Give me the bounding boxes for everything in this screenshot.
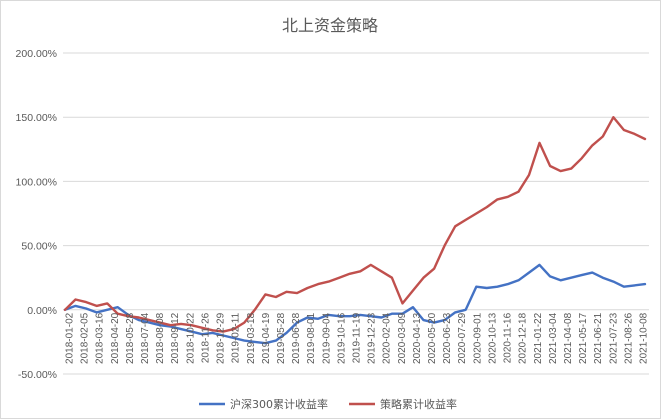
x-tick-label: 2019-06-28 bbox=[291, 312, 302, 364]
x-tick-label: 2020-12-18 bbox=[518, 312, 529, 364]
x-tick-label: 2021-06-21 bbox=[593, 312, 604, 364]
x-tick-labels: 2018-01-02 2018-02-05 2018-03-16 2018-04-20… bbox=[65, 312, 650, 364]
series-line-1 bbox=[63, 263, 647, 345]
x-tick-label: 2021-03-04 bbox=[548, 312, 559, 364]
series-lines bbox=[63, 115, 647, 345]
series-line-2 bbox=[63, 115, 647, 333]
x-tick-label: 2019-11-19 bbox=[352, 312, 363, 363]
x-tick-label: 2019-04-19 bbox=[261, 312, 272, 364]
x-tick-label: 2019-08-01 bbox=[306, 312, 317, 364]
x-tick-label: 2019-10-16 bbox=[336, 312, 347, 364]
legend: 沪深300累计收益率 策略累计收益率 bbox=[199, 397, 457, 411]
y-tick-label: 50.00% bbox=[21, 241, 57, 253]
x-tick-label: 2021-01-22 bbox=[533, 312, 544, 364]
x-tick-label: 2021-05-17 bbox=[578, 312, 589, 364]
x-tick-label: 2018-12-29 bbox=[216, 312, 227, 364]
x-tick-label: 2020-07-29 bbox=[457, 312, 468, 364]
x-tick-label: 2018-02-05 bbox=[80, 312, 91, 364]
x-tick-label: 2019-09-04 bbox=[321, 312, 332, 364]
y-tick-label: 200.00% bbox=[16, 48, 57, 60]
x-tick-label: 2020-05-20 bbox=[427, 312, 438, 364]
x-tick-label: 2019-02-11 bbox=[231, 312, 242, 363]
x-tick-label: 2020-06-23 bbox=[442, 312, 453, 364]
x-tick-label: 2018-11-26 bbox=[200, 312, 211, 363]
x-tick-label: 2018-08-08 bbox=[155, 312, 166, 364]
x-tick-label: 2021-07-23 bbox=[608, 312, 619, 364]
x-tick-label: 2020-10-13 bbox=[487, 312, 498, 364]
x-tick-label: 2018-09-12 bbox=[170, 312, 181, 364]
x-tick-label: 2021-08-26 bbox=[623, 312, 634, 364]
x-tick-label: 2020-04-13 bbox=[412, 312, 423, 364]
x-tick-label: 2018-05-28 bbox=[125, 312, 136, 364]
y-tick-label: -50.00% bbox=[18, 369, 57, 381]
y-tick-label: 0.00% bbox=[27, 305, 57, 317]
x-tick-label: 2019-03-18 bbox=[246, 312, 257, 364]
y-tick-labels: -50.00% 0.00% 50.00% 100.00% 150.00% 200.00% bbox=[16, 48, 57, 381]
legend-label: 沪深300累计收益率 bbox=[230, 397, 328, 411]
x-tick-label: 2020-09-01 bbox=[472, 312, 483, 364]
x-tick-label: 2021-10-08 bbox=[639, 312, 650, 364]
grid-lines bbox=[63, 52, 649, 375]
legend-label: 策略累计收益率 bbox=[380, 397, 457, 411]
chart-title: 北上资金策略 bbox=[282, 16, 378, 35]
x-tick-label: 2020-11-16 bbox=[503, 312, 514, 363]
x-tick-label: 2021-04-08 bbox=[563, 312, 574, 364]
x-tick-label: 2018-03-16 bbox=[95, 312, 106, 364]
x-tick-label: 2018-04-20 bbox=[110, 312, 121, 364]
y-tick-label: 150.00% bbox=[16, 112, 57, 124]
x-tick-label: 2018-10-22 bbox=[185, 312, 196, 364]
x-tick-label: 2018-07-04 bbox=[140, 312, 151, 364]
x-tick-label: 2020-02-04 bbox=[382, 312, 393, 364]
x-tick-label: 2020-03-09 bbox=[397, 312, 408, 364]
x-tick-label: 2019-12-23 bbox=[367, 312, 378, 364]
x-tick-label: 2019-05-28 bbox=[276, 312, 287, 364]
y-tick-label: 100.00% bbox=[16, 176, 57, 188]
x-tick-label: 2018-01-02 bbox=[65, 312, 76, 364]
